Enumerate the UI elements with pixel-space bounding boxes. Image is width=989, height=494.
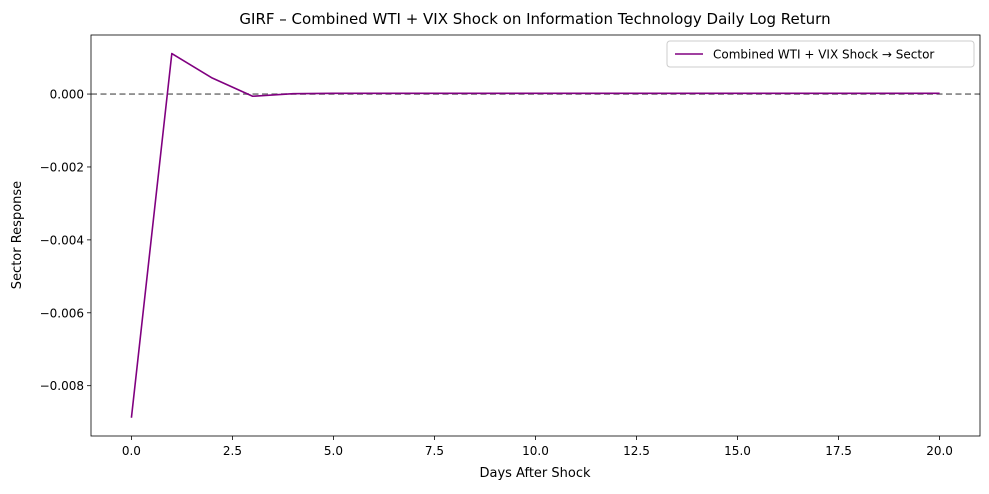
x-tick-label: 2.5 [223,444,242,458]
plot-area [91,52,980,418]
y-axis-label: Sector Response [10,181,25,289]
chart-title: GIRF – Combined WTI + VIX Shock on Infor… [239,10,830,28]
x-axis-label: Days After Shock [479,466,591,481]
x-tick-label: 15.0 [724,444,751,458]
y-tick-label: −0.006 [40,306,84,320]
legend-label: Combined WTI + VIX Shock → Sector [713,48,934,62]
x-tick-label: 20.0 [926,444,953,458]
y-tick-label: −0.004 [40,233,84,247]
x-tick-label: 7.5 [425,444,444,458]
y-tick-label: −0.008 [40,379,84,393]
x-tick-label: 10.0 [522,444,549,458]
x-tick-label: 5.0 [324,444,343,458]
x-tick-label: 0.0 [122,444,141,458]
x-tick-label: 17.5 [825,444,852,458]
x-tick-label: 12.5 [623,444,650,458]
y-tick-label: −0.002 [40,160,84,174]
legend: Combined WTI + VIX Shock → Sector [666,40,975,68]
series-line-0 [130,52,940,418]
legend-box [666,40,975,68]
axes: 0.0 2.5 5.0 7.5 10.0 12.5 15.0 17.5 20.0 0.000 −0.… [40,34,981,458]
y-tick-label: 0.000 [50,88,84,102]
